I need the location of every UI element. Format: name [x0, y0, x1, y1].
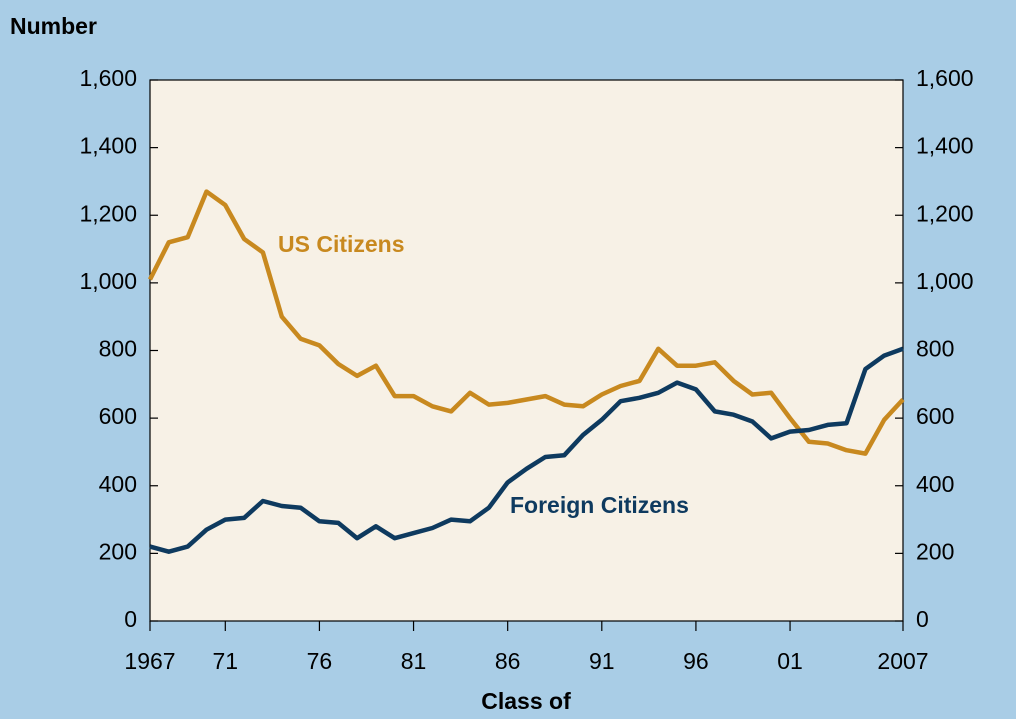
x-tick-label: 01 [777, 648, 803, 674]
y2-tick-label: 1,400 [916, 133, 974, 159]
y2-tick-label: 1,200 [916, 200, 974, 226]
y-tick-label: 1,200 [79, 200, 137, 226]
y-tick-label: 1,000 [79, 268, 137, 294]
y-tick-label: 1,400 [79, 133, 137, 159]
y-tick-label: 600 [99, 403, 137, 429]
y-tick-label: 400 [99, 471, 137, 497]
x-tick-label: 1967 [124, 648, 175, 674]
series-label: US Citizens [278, 231, 405, 257]
series-line [149, 346, 904, 554]
x-tick-label: 96 [683, 648, 709, 674]
plot-area [149, 79, 904, 622]
x-tick-label: 91 [589, 648, 615, 674]
y-tick-label: 0 [124, 606, 137, 632]
x-tick-label: 81 [401, 648, 427, 674]
x-tick-label: 2007 [877, 648, 928, 674]
y2-tick-label: 600 [916, 403, 954, 429]
x-tick-label: 86 [495, 648, 521, 674]
series-label: Foreign Citizens [510, 492, 689, 518]
y-tick-label: 1,600 [79, 65, 137, 91]
x-axis-label: Class of [481, 688, 571, 714]
y2-tick-label: 200 [916, 538, 954, 564]
y-axis-label: Number [10, 13, 97, 39]
y2-tick-label: 1,600 [916, 65, 974, 91]
y2-tick-label: 0 [916, 606, 929, 632]
x-tick-label: 76 [307, 648, 333, 674]
y2-tick-label: 400 [916, 471, 954, 497]
y2-tick-label: 800 [916, 336, 954, 362]
x-tick-label: 71 [213, 648, 239, 674]
y2-tick-label: 1,000 [916, 268, 974, 294]
series-line [147, 189, 905, 456]
y-tick-label: 800 [99, 336, 137, 362]
y-tick-label: 200 [99, 538, 137, 564]
